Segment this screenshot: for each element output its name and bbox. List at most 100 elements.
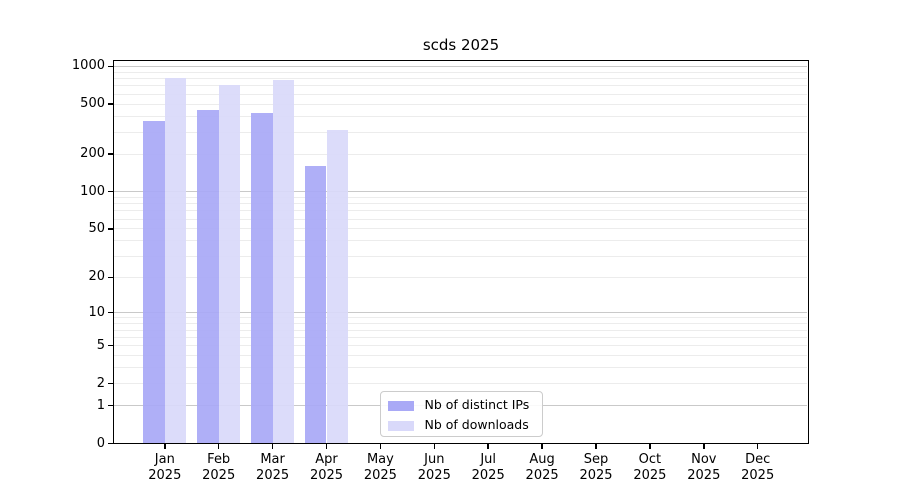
y-tick-50: [107, 228, 113, 230]
y-tick-label-50: 50: [88, 220, 105, 236]
month-label: Jun: [424, 452, 445, 467]
minor-gridline-6: [114, 336, 807, 338]
year-label: 2025: [471, 468, 505, 483]
year-label: 2025: [309, 468, 344, 483]
month-label: May: [366, 452, 394, 467]
x-tick-label-jul: Jul 2025: [458, 452, 518, 484]
month-label: Mar: [260, 452, 285, 467]
year-label: 2025: [741, 468, 775, 483]
y-tick-10: [107, 311, 113, 314]
y-tick-label-100: 100: [80, 183, 105, 199]
bar-downloads-jan: [164, 77, 187, 444]
y-tick-label-2: 2: [96, 375, 105, 391]
x-tick-nov: [703, 444, 705, 449]
minor-gridline-200: [114, 153, 807, 155]
x-tick-label-jan: Jan 2025: [135, 452, 195, 484]
y-tick-label-1: 1: [96, 397, 105, 413]
minor-gridline-9: [114, 317, 807, 319]
x-tick-label-may: May 2025: [350, 452, 410, 484]
minor-gridline-3: [114, 367, 807, 369]
bar-downloads-mar: [272, 79, 295, 444]
y-tick-100: [107, 190, 113, 193]
month-label: Dec: [745, 452, 771, 467]
legend-swatch-distinct-ips-icon: [387, 400, 414, 411]
year-label: 2025: [525, 468, 559, 483]
year-label: 2025: [202, 468, 236, 483]
y-tick-20: [107, 276, 113, 279]
x-tick-label-feb: Feb 2025: [189, 452, 249, 484]
y-tick-label-5: 5: [96, 337, 105, 353]
legend-label-downloads: Nb of downloads: [424, 416, 529, 432]
major-gridline-10: [114, 312, 807, 314]
y-tick-1000: [107, 65, 113, 68]
month-label: Nov: [691, 452, 717, 467]
x-tick-label-nov: Nov 2025: [674, 452, 734, 484]
year-label: 2025: [579, 468, 613, 483]
x-tick-label-mar: Mar 2025: [243, 452, 303, 484]
month-label: Feb: [207, 452, 231, 467]
y-tick-label-1000: 1000: [71, 58, 105, 74]
month-label: Aug: [529, 452, 555, 467]
y-tick-label-500: 500: [80, 96, 105, 112]
legend-label-distinct-ips: Nb of distinct IPs: [424, 396, 530, 412]
minor-gridline-900: [114, 71, 807, 73]
year-label: 2025: [256, 468, 290, 483]
minor-gridline-8: [114, 323, 807, 325]
y-tick-1: [107, 404, 113, 407]
year-label: 2025: [148, 468, 182, 483]
y-tick-label-20: 20: [88, 269, 105, 285]
minor-gridline-800: [114, 78, 807, 80]
minor-gridline-700: [114, 85, 807, 87]
major-gridline-1000: [114, 65, 807, 67]
x-tick-jan: [164, 444, 166, 449]
x-tick-dec: [756, 444, 759, 449]
minor-gridline-500: [114, 103, 807, 105]
legend-item-downloads: Nb of downloads: [381, 416, 542, 436]
year-label: 2025: [417, 468, 451, 483]
y-tick-0: [107, 442, 113, 445]
x-tick-label-apr: Apr 2025: [297, 452, 357, 484]
y-tick-label-10: 10: [88, 304, 105, 320]
x-tick-oct: [649, 444, 651, 449]
chart-title: scds 2025: [422, 36, 500, 54]
minor-gridline-90: [114, 196, 807, 198]
bar-distinct-ips-feb: [197, 109, 219, 444]
month-label: Apr: [315, 452, 338, 467]
minor-gridline-30: [114, 255, 807, 257]
x-tick-jun: [433, 444, 436, 449]
month-label: Sep: [583, 452, 609, 467]
major-gridline-100: [114, 191, 807, 193]
minor-gridline-20: [114, 276, 807, 278]
x-tick-label-oct: Oct 2025: [620, 452, 680, 484]
x-tick-sep: [595, 444, 597, 449]
minor-gridline-80: [114, 203, 807, 205]
x-tick-jul: [487, 444, 489, 449]
y-tick-500: [107, 103, 113, 105]
bar-downloads-feb: [218, 84, 241, 444]
minor-gridline-4: [114, 355, 807, 357]
y-tick-5: [107, 344, 113, 347]
x-tick-feb: [217, 444, 220, 449]
x-tick-label-jun: Jun 2025: [404, 452, 464, 484]
minor-gridline-600: [114, 93, 807, 95]
legend: Nb of distinct IPs Nb of downloads: [379, 390, 543, 437]
month-label: Jul: [480, 452, 497, 467]
y-tick-label-0: 0: [96, 435, 105, 451]
minor-gridline-60: [114, 218, 807, 220]
minor-gridline-5: [114, 345, 807, 347]
x-tick-label-dec: Dec 2025: [728, 452, 788, 484]
minor-gridline-40: [114, 240, 807, 242]
x-tick-label-sep: Sep 2025: [566, 452, 626, 484]
minor-gridline-50: [114, 228, 807, 230]
y-tick-2: [107, 382, 113, 385]
minor-gridline-400: [114, 115, 807, 117]
legend-item-distinct-ips: Nb of distinct IPs: [381, 396, 542, 416]
month-label: Oct: [638, 452, 662, 467]
x-tick-aug: [541, 444, 543, 449]
bar-downloads-apr: [326, 130, 349, 444]
year-label: 2025: [363, 468, 397, 483]
x-tick-label-aug: Aug 2025: [512, 452, 572, 484]
minor-gridline-2: [114, 383, 807, 385]
bar-distinct-ips-jan: [143, 120, 165, 444]
